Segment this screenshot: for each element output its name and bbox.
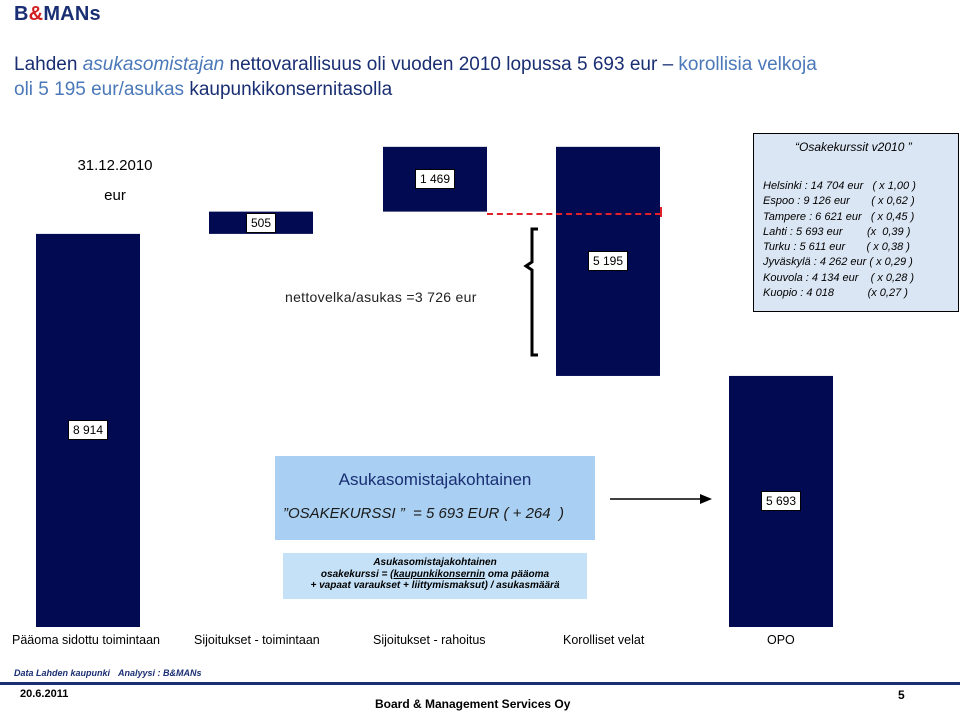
bar-value-label: 5 195	[588, 251, 629, 272]
footer-divider	[0, 682, 960, 685]
category-label: Sijoitukset - rahoitus	[373, 633, 486, 647]
bar-value-label: 1 469	[415, 169, 456, 190]
share-price-highlight-box	[275, 456, 595, 540]
footer-date: 20.6.2011	[20, 688, 69, 700]
logo: B&MANs	[14, 3, 101, 25]
bar-value-label: 505	[246, 212, 277, 233]
share-price-item: Turku : 5 611 eur ( x 0,38 )	[763, 241, 910, 254]
bar-value-label: 8 914	[68, 420, 109, 441]
category-label: Pääoma sidottu toimintaan	[12, 633, 161, 647]
highlight-title: Asukasomistajakohtainen	[338, 470, 532, 489]
highlight-value: ”OSAKEKURSSI ” = 5 693 EUR ( + 264 )	[283, 505, 564, 522]
share-price-item: Jyväskylä : 4 262 eur ( x 0,29 )	[763, 256, 913, 269]
share-price-box	[753, 133, 959, 312]
chart-unit-label: eur	[104, 187, 126, 204]
net-debt-annotation: nettovelka/asukas =3 726 eur	[285, 289, 477, 305]
formula-box	[283, 553, 587, 599]
formula-text: Asukasomistajakohtainen osakekurssi = (k…	[310, 557, 560, 591]
category-label: Korolliset velat	[563, 633, 645, 647]
page-number: 5	[898, 688, 905, 702]
share-price-item: Lahti : 5 693 eur (x 0,39 )	[763, 225, 911, 238]
dashed-line-end	[660, 207, 662, 217]
chart-date-label: 31.12.2010	[77, 157, 153, 174]
data-source: Data Lahden kaupunki	[14, 668, 111, 678]
share-price-item: Espoo : 9 126 eur ( x 0,62 )	[763, 195, 915, 208]
share-price-item: Helsinki : 14 704 eur ( x 1,00 )	[763, 180, 916, 192]
category-label: Sijoitukset - toimintaan	[194, 633, 320, 647]
share-price-item: Tampere : 6 621 eur ( x 0,45 )	[763, 210, 915, 223]
category-axis: Pääoma sidottu toimintaan Sijoitukset - …	[0, 633, 960, 651]
analysis-credit: Analyysi : B&MANs	[118, 668, 202, 678]
chart-axis-label: 31.12.2010 eur	[75, 151, 155, 211]
page-title: Lahden asukasomistajan nettovarallisuus …	[14, 54, 817, 100]
footer-company: Board & Management Services Oy	[375, 697, 571, 711]
arrow-head	[700, 494, 712, 504]
share-price-title: “Osakekurssit v2010 ”	[795, 140, 912, 154]
bracket	[523, 227, 538, 357]
share-price-item: Kuopio : 4 018 (x 0,27 )	[763, 287, 908, 300]
dashed-reference-line	[487, 213, 661, 215]
share-price-list: Helsinki : 14 704 eur ( x 1,00 ) Espoo :…	[763, 179, 916, 301]
bar-value-label: 5 693	[761, 491, 802, 512]
share-price-item: Kouvola : 4 134 eur ( x 0,28 )	[763, 271, 915, 284]
category-label: OPO	[767, 633, 795, 647]
